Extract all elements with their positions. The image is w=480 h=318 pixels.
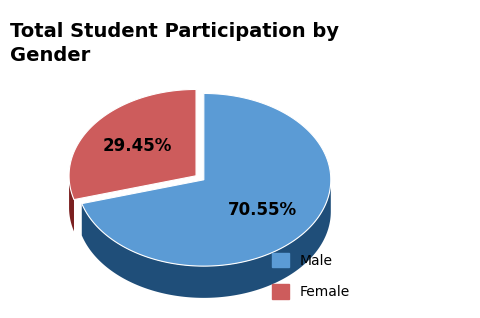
- Legend: Male, Female: Male, Female: [266, 247, 356, 305]
- Polygon shape: [82, 93, 331, 266]
- Polygon shape: [69, 176, 74, 232]
- Text: Total Student Participation by
Gender: Total Student Participation by Gender: [10, 22, 338, 65]
- Text: 29.45%: 29.45%: [103, 137, 172, 155]
- Polygon shape: [82, 180, 331, 298]
- Polygon shape: [69, 89, 196, 200]
- Text: 70.55%: 70.55%: [228, 201, 297, 219]
